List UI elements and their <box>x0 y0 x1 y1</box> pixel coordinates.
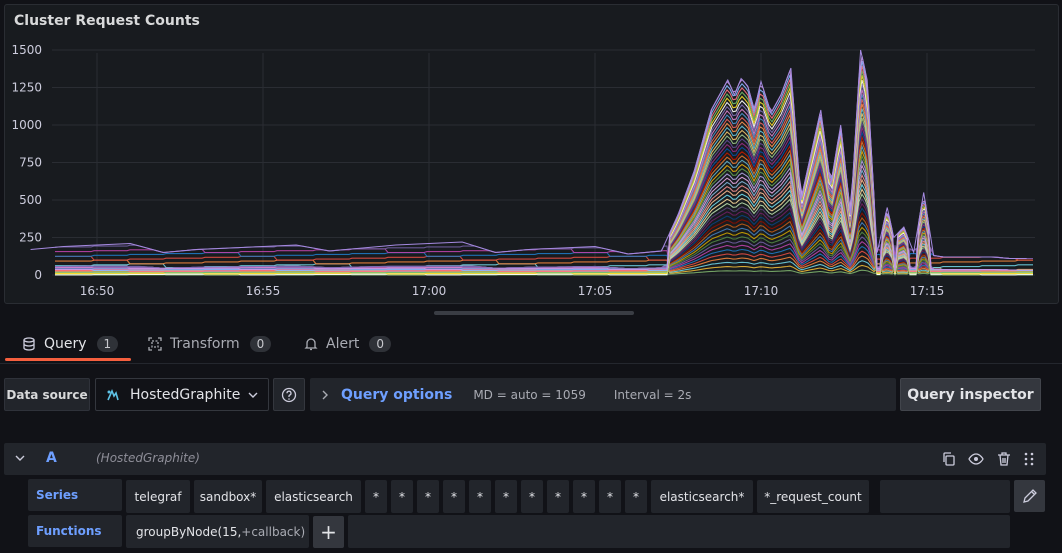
y-tick-label: 1500 <box>11 43 42 57</box>
series-segment[interactable]: * <box>573 480 595 513</box>
query-ref-id[interactable]: A <box>46 450 57 466</box>
series-line <box>55 255 1033 273</box>
data-source-picker[interactable]: HostedGraphite <box>95 378 269 411</box>
y-tick-label: 0 <box>34 268 42 282</box>
function-group-by-node[interactable]: groupByNode(15, +callback) <box>126 515 309 548</box>
data-source-label: Data source <box>4 378 90 411</box>
series-line <box>55 56 1033 271</box>
duplicate-query-icon[interactable] <box>941 451 957 467</box>
x-tick-label: 17:00 <box>412 284 447 298</box>
functions-empty-area <box>348 515 1010 548</box>
query-options-toggle[interactable]: Query options MD = auto = 1059 Interval … <box>310 378 896 411</box>
pencil-icon <box>1022 489 1037 503</box>
series-line <box>55 250 1033 272</box>
panel-title[interactable]: Cluster Request Counts <box>14 13 200 29</box>
active-tab-indicator <box>5 358 131 361</box>
add-function-button[interactable]: + <box>313 516 344 548</box>
series-segment[interactable]: sandbox* <box>194 480 262 513</box>
series-segment[interactable]: * <box>469 480 491 513</box>
panel-cluster-request-counts: Cluster Request Counts 0 250 500 750 1000 125… <box>4 4 1059 304</box>
series-line <box>55 117 1033 276</box>
series-segment[interactable]: * <box>417 480 439 513</box>
query-toolbar: Data source HostedGraphite Query options… <box>0 378 1062 412</box>
chevron-down-icon[interactable] <box>15 454 25 462</box>
y-tick-label: 500 <box>19 193 42 207</box>
series-segment[interactable]: elasticsearch* <box>651 480 753 513</box>
hostedgraphite-logo-icon <box>107 388 119 400</box>
series-segment[interactable]: * <box>521 480 543 513</box>
query-options-label: Query options <box>341 386 453 403</box>
database-icon <box>23 337 35 351</box>
functions-label: Functions <box>28 515 122 547</box>
series-segment[interactable]: * <box>495 480 517 513</box>
series-segment[interactable]: *_request_count <box>757 480 869 513</box>
series-envelope-line <box>30 49 1027 259</box>
series-segment[interactable]: * <box>365 480 387 513</box>
editor-tabs: Query 1 Transform 0 Alert 0 <box>0 326 1062 364</box>
max-data-points-text: MD = auto = 1059 <box>473 387 586 402</box>
function-name[interactable]: groupByNode(15, <box>136 524 242 539</box>
data-source-help-button[interactable] <box>273 378 305 411</box>
series-segment[interactable]: * <box>547 480 569 513</box>
bell-icon <box>304 338 318 351</box>
tab-query[interactable]: Query 1 <box>22 326 119 362</box>
query-row-header[interactable]: A (HostedGraphite) <box>4 443 1046 475</box>
area-series-group <box>54 56 1033 277</box>
y-tick-label: 250 <box>19 231 42 245</box>
x-tick-label: 17:10 <box>744 284 779 298</box>
x-tick-label: 17:05 <box>578 284 613 298</box>
drag-handle-icon[interactable] <box>1021 451 1037 467</box>
tab-query-count: 1 <box>96 336 119 352</box>
series-segment[interactable]: * <box>599 480 621 513</box>
series-segment[interactable]: elasticsearch <box>266 480 361 513</box>
x-tick-label: 17:15 <box>910 284 945 298</box>
y-tick-label: 1000 <box>11 118 42 132</box>
query-inspector-button[interactable]: Query inspector <box>900 378 1041 411</box>
tab-transform-count: 0 <box>249 336 272 352</box>
tab-alert[interactable]: Alert 0 <box>304 326 391 362</box>
series-label: Series <box>28 479 122 511</box>
series-segment[interactable]: * <box>443 480 465 513</box>
tab-alert-label: Alert <box>326 336 360 352</box>
x-tick-label: 16:50 <box>80 284 115 298</box>
question-circle-icon <box>281 387 297 402</box>
trash-icon[interactable] <box>996 451 1012 467</box>
pane-resize-handle[interactable] <box>434 311 634 315</box>
data-source-value: HostedGraphite <box>130 386 241 403</box>
time-series-chart[interactable]: 0 250 500 750 1000 1250 1500 16:50 16:55 17:00 17:… <box>5 5 1060 305</box>
tab-alert-count: 0 <box>369 336 391 352</box>
chevron-down-icon <box>248 392 258 398</box>
tab-query-label: Query <box>44 336 87 352</box>
series-line <box>55 65 1033 273</box>
y-tick-label: 750 <box>19 156 42 170</box>
y-tick-label: 1250 <box>11 81 42 95</box>
series-segment[interactable]: telegraf <box>126 480 190 513</box>
transform-icon <box>148 337 162 351</box>
x-tick-label: 16:55 <box>246 284 281 298</box>
series-segment[interactable]: * <box>391 480 413 513</box>
interval-text: Interval = 2s <box>613 387 692 402</box>
series-segment[interactable]: * <box>625 480 647 513</box>
toggle-text-edit-button[interactable] <box>1014 480 1045 512</box>
eye-icon[interactable] <box>968 451 984 467</box>
query-datasource-name: (HostedGraphite) <box>96 451 200 465</box>
tab-transform-label: Transform <box>170 336 240 352</box>
series-add-segment[interactable] <box>880 480 1010 513</box>
function-argument[interactable]: +callback) <box>241 524 306 539</box>
chevron-right-icon <box>322 390 328 399</box>
tab-transform[interactable]: Transform 0 <box>148 326 272 362</box>
